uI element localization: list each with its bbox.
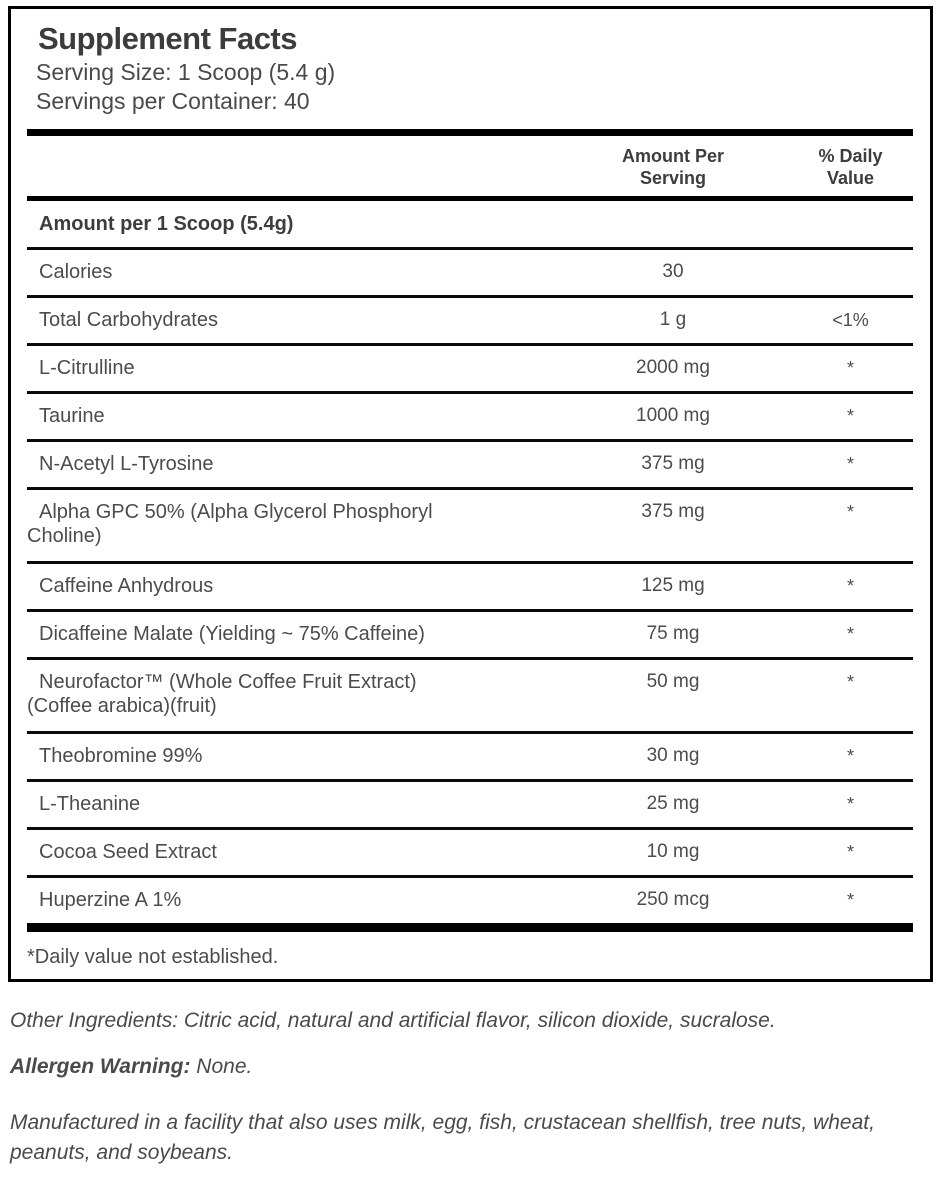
facts-title: Supplement Facts (38, 21, 298, 56)
daily-value-footnote: *Daily value not established. (27, 946, 279, 968)
ingredient-name: Alpha GPC 50% (Alpha Glycerol Phosphoryl… (27, 501, 433, 547)
amount-value: 10 mg (646, 841, 700, 862)
ingredient-row: Taurine 1000 mg * (27, 394, 913, 442)
daily-value: * (846, 502, 854, 522)
ingredient-row: Dicaffeine Malate (Yielding ~ 75% Caffei… (27, 612, 913, 660)
daily-value: * (846, 576, 854, 596)
amount-value: 375 mg (641, 453, 705, 474)
ingredient-row: Calories 30 (27, 250, 913, 298)
amount-value: 125 mg (641, 575, 705, 596)
ingredient-name: Dicaffeine Malate (Yielding ~ 75% Caffei… (39, 623, 425, 645)
thick-rule-top (27, 129, 913, 136)
daily-value: * (846, 406, 854, 426)
ingredient-row: Huperzine A 1% 250 mcg * (27, 878, 913, 923)
amount-value: 375 mg (641, 501, 705, 522)
amount-value: 1000 mg (636, 405, 710, 426)
ingredient-row: N-Acetyl L-Tyrosine 375 mg * (27, 442, 913, 490)
ingredient-name: Huperzine A 1% (39, 889, 182, 911)
heavy-rule-bottom (27, 923, 913, 932)
ingredient-row: L-Theanine 25 mg * (27, 782, 913, 830)
amount-value: 50 mg (646, 671, 700, 692)
allergen-warning-value: None. (190, 1055, 253, 1078)
daily-value: * (846, 624, 854, 644)
ingredient-name: N-Acetyl L-Tyrosine (39, 453, 214, 475)
ingredient-name: Theobromine 99% (39, 745, 203, 767)
column-headers-row: Amount Per Serving % Daily Value (27, 136, 913, 196)
amount-value: 2000 mg (636, 357, 710, 378)
medium-rule-under-headers (27, 196, 913, 201)
ingredient-row: Theobromine 99% 30 mg * (27, 734, 913, 782)
facts-header: Supplement Facts Serving Size: 1 Scoop (… (27, 9, 913, 116)
allergen-warning-line: Allergen Warning: None. (10, 1052, 929, 1082)
daily-value: * (846, 842, 854, 862)
amount-value: 1 g (659, 309, 687, 330)
amount-value: 250 mcg (636, 889, 710, 910)
ingredient-row: Caffeine Anhydrous 125 mg * (27, 564, 913, 612)
allergen-warning-label: Allergen Warning: (10, 1055, 191, 1078)
manufactured-facility-text: Manufactured in a facility that also use… (10, 1111, 875, 1164)
daily-value: * (846, 358, 854, 378)
daily-value: * (846, 672, 854, 692)
section-header-row: Amount per 1 Scoop (5.4g) (27, 201, 913, 250)
servings-per-container-line: Servings per Container: 40 (36, 88, 310, 114)
footnote-row: *Daily value not established. (27, 932, 913, 979)
ingredient-row: Total Carbohydrates 1 g <1% (27, 298, 913, 346)
daily-value: * (846, 454, 854, 474)
amount-value: 75 mg (646, 623, 700, 644)
ingredient-name: L-Citrulline (39, 357, 135, 379)
label-footer: Other Ingredients: Citric acid, natural … (0, 1006, 941, 1168)
other-ingredients-text: Other Ingredients: Citric acid, natural … (10, 1009, 776, 1032)
section-header-label: Amount per 1 Scoop (5.4g) (39, 213, 294, 235)
serving-size-line: Serving Size: 1 Scoop (5.4 g) (36, 59, 336, 85)
amount-value: 30 mg (646, 745, 700, 766)
ingredient-row: Neurofactor™ (Whole Coffee Fruit Extract… (27, 660, 913, 734)
daily-value: * (846, 746, 854, 766)
ingredient-name: Total Carbohydrates (39, 309, 218, 331)
amount-value: 30 (662, 261, 684, 282)
ingredient-name: Calories (39, 261, 113, 283)
ingredient-name: Caffeine Anhydrous (39, 575, 214, 597)
daily-value-header: % Daily Value (818, 146, 883, 188)
supplement-facts-box: Supplement Facts Serving Size: 1 Scoop (… (8, 6, 933, 982)
ingredient-row: Cocoa Seed Extract 10 mg * (27, 830, 913, 878)
daily-value: * (846, 794, 854, 814)
amount-value: 25 mg (646, 793, 700, 814)
daily-value: * (846, 890, 854, 910)
ingredient-row: L-Citrulline 2000 mg * (27, 346, 913, 394)
daily-value: <1% (832, 310, 869, 330)
ingredient-name: L-Theanine (39, 793, 141, 815)
ingredient-name: Cocoa Seed Extract (39, 841, 217, 863)
ingredient-name: Neurofactor™ (Whole Coffee Fruit Extract… (27, 671, 417, 717)
amount-per-serving-header: Amount Per Serving (621, 146, 724, 188)
ingredient-name: Taurine (39, 405, 105, 427)
ingredient-row: Alpha GPC 50% (Alpha Glycerol Phosphoryl… (27, 490, 913, 564)
